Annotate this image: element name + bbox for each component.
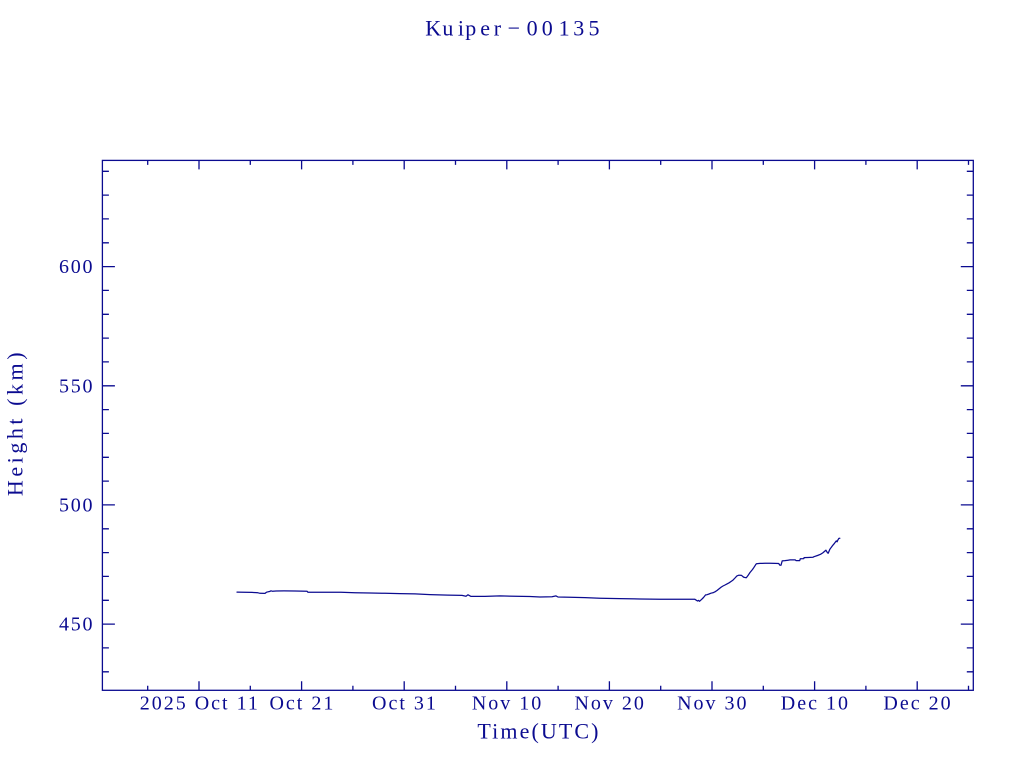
svg-text:450: 450 [59, 614, 94, 636]
svg-text:Dec 10: Dec 10 [781, 693, 850, 715]
svg-text:500: 500 [59, 495, 94, 517]
svg-text:550: 550 [59, 375, 94, 397]
svg-text:Kuiper−00135: Kuiper−00135 [425, 16, 599, 41]
svg-text:Oct 31: Oct 31 [372, 693, 438, 715]
svg-text:Time(UTC): Time(UTC) [477, 719, 600, 744]
svg-text:2025 Oct 11: 2025 Oct 11 [140, 693, 260, 715]
svg-text:Nov 30: Nov 30 [677, 693, 748, 715]
svg-text:Oct 21: Oct 21 [269, 693, 335, 715]
svg-text:600: 600 [59, 256, 94, 278]
svg-text:Nov 20: Nov 20 [574, 693, 645, 715]
svg-text:Dec 20: Dec 20 [883, 693, 952, 715]
svg-text:Nov 10: Nov 10 [472, 693, 543, 715]
svg-text:Height (km): Height (km) [3, 349, 28, 496]
